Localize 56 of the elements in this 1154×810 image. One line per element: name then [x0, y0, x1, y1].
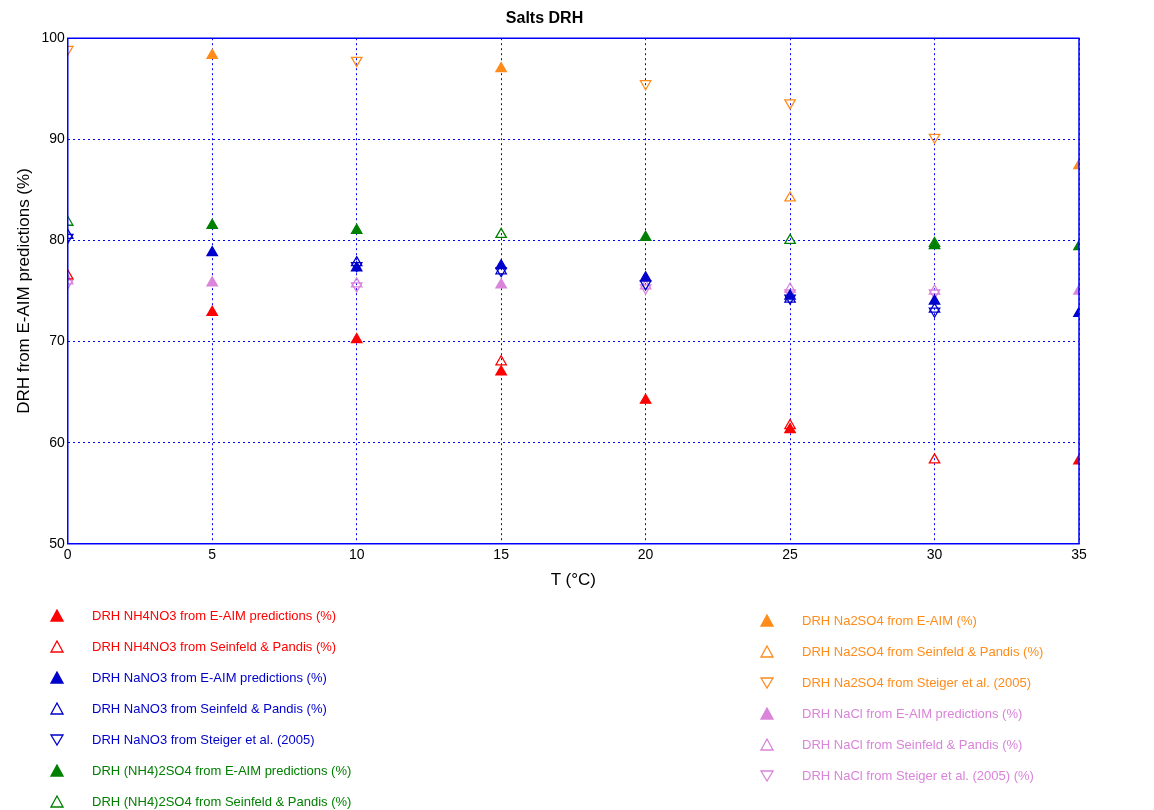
x-tick-label: 20 — [637, 546, 654, 563]
point — [784, 233, 796, 245]
y-tick-label: 80 — [49, 231, 65, 248]
point — [206, 276, 219, 287]
point — [639, 271, 652, 282]
legend-label: DRH NaNO3 from E-AIM predictions (%) — [92, 670, 327, 685]
x-tick-label: 35 — [1071, 546, 1087, 563]
x-tick-label: 10 — [348, 546, 365, 563]
y-tick-label: 50 — [49, 534, 65, 551]
point — [350, 277, 363, 288]
point — [350, 256, 363, 267]
y-tick-label: 90 — [49, 130, 65, 147]
x-tick-label: 25 — [782, 546, 799, 563]
point — [206, 218, 219, 229]
point — [350, 332, 363, 344]
point — [928, 284, 941, 295]
point — [928, 453, 941, 464]
point — [784, 422, 796, 434]
point — [784, 282, 796, 293]
point — [639, 230, 652, 242]
chart-title: Salts DRH — [505, 9, 584, 27]
legend-label: DRH NH4NO3 from E-AIM predictions (%) — [92, 608, 337, 623]
point — [495, 365, 507, 376]
point — [495, 355, 507, 366]
legend-label: DRH (NH4)2SO4 from Seinfeld & Pandis (%) — [92, 794, 352, 809]
point — [206, 48, 219, 60]
y-tick-label: 70 — [49, 332, 65, 349]
point — [206, 245, 219, 257]
point — [495, 227, 507, 239]
y-tick-label: 60 — [49, 433, 65, 450]
point — [495, 61, 507, 73]
point — [495, 278, 507, 289]
point — [495, 259, 507, 270]
x-tick-label: 0 — [63, 546, 72, 563]
point — [639, 393, 652, 404]
legend-label: DRH NaNO3 from Steiger et al. (2005) — [92, 732, 315, 747]
x-tick-label: 15 — [493, 546, 510, 563]
legend-label: DRH NaCl from Seinfeld & Pandis (%) — [802, 737, 1023, 752]
x-tick-label: 5 — [208, 546, 217, 563]
point — [350, 223, 363, 234]
legend-label: DRH NH4NO3 from Seinfeld & Pandis (%) — [92, 639, 337, 654]
legend-label: DRH NaCl from Steiger et al. (2005) (%) — [802, 768, 1034, 783]
legend-label: DRH Na2SO4 from Steiger et al. (2005) — [802, 675, 1032, 690]
legend-label: DRH NaCl from E-AIM predictions (%) — [802, 706, 1023, 721]
point — [206, 305, 219, 316]
point — [784, 191, 796, 202]
point — [784, 418, 796, 430]
y-tick-label: 100 — [41, 29, 65, 46]
point — [928, 294, 941, 305]
x-axis-title: T (°C) — [550, 570, 596, 590]
legend-label: DRH Na2SO4 from Seinfeld & Pandis (%) — [802, 644, 1044, 659]
legend-label: DRH NaNO3 from Seinfeld & Pandis (%) — [92, 701, 327, 716]
y-axis-title: DRH from E-AIM predictions (%) — [13, 168, 33, 414]
x-tick-label: 30 — [926, 546, 943, 563]
legend-label: DRH Na2SO4 from E-AIM (%) — [802, 613, 977, 628]
legend-label: DRH (NH4)2SO4 from E-AIM predictions (%) — [92, 763, 352, 778]
